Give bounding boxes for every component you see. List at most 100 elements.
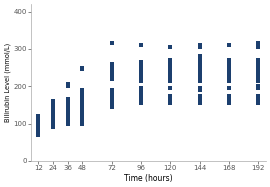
Point — [110, 105, 114, 108]
Point — [227, 73, 231, 76]
Point — [227, 61, 231, 64]
Point — [256, 64, 261, 67]
Point — [227, 102, 231, 105]
Point — [256, 46, 261, 49]
Point — [139, 94, 143, 97]
Point — [227, 87, 231, 90]
Point — [139, 66, 143, 69]
Point — [227, 98, 231, 101]
Point — [227, 77, 231, 80]
Point — [51, 103, 55, 106]
Point — [168, 64, 173, 67]
Point — [110, 92, 114, 95]
Point — [139, 102, 143, 105]
Point — [110, 62, 114, 65]
Point — [256, 59, 261, 62]
Point — [227, 59, 231, 62]
Point — [256, 87, 261, 90]
X-axis label: Time (hours): Time (hours) — [124, 174, 173, 183]
Point — [36, 122, 40, 125]
Point — [80, 117, 85, 119]
Point — [198, 75, 202, 78]
Point — [198, 44, 202, 47]
Point — [227, 44, 231, 47]
Point — [66, 100, 70, 103]
Point — [227, 75, 231, 78]
Point — [66, 85, 70, 88]
Point — [51, 113, 55, 116]
Point — [110, 66, 114, 69]
Point — [168, 79, 173, 82]
Point — [36, 130, 40, 133]
Point — [227, 62, 231, 65]
Point — [256, 70, 261, 73]
Point — [110, 88, 114, 91]
Point — [139, 100, 143, 103]
Point — [198, 70, 202, 73]
Point — [168, 66, 173, 69]
Point — [139, 68, 143, 71]
Point — [256, 100, 261, 103]
Point — [198, 62, 202, 65]
Point — [168, 87, 173, 90]
Point — [139, 70, 143, 73]
Point — [198, 72, 202, 75]
Point — [110, 100, 114, 103]
Point — [110, 68, 114, 71]
Point — [168, 102, 173, 105]
Point — [139, 72, 143, 75]
Point — [36, 117, 40, 119]
Point — [36, 126, 40, 129]
Point — [110, 77, 114, 80]
Point — [80, 120, 85, 123]
Point — [139, 90, 143, 93]
Point — [198, 55, 202, 58]
Point — [256, 85, 261, 88]
Point — [168, 94, 173, 97]
Point — [227, 94, 231, 97]
Point — [198, 66, 202, 69]
Point — [227, 100, 231, 103]
Point — [227, 72, 231, 75]
Point — [66, 107, 70, 110]
Point — [168, 70, 173, 73]
Point — [110, 64, 114, 67]
Point — [198, 64, 202, 67]
Point — [80, 88, 85, 91]
Point — [256, 96, 261, 99]
Point — [256, 94, 261, 97]
Point — [110, 72, 114, 75]
Point — [168, 77, 173, 80]
Point — [168, 62, 173, 65]
Point — [80, 107, 85, 110]
Point — [198, 100, 202, 103]
Point — [51, 124, 55, 127]
Point — [66, 115, 70, 118]
Point — [168, 46, 173, 49]
Point — [80, 103, 85, 106]
Point — [256, 42, 261, 45]
Point — [168, 59, 173, 62]
Point — [256, 75, 261, 78]
Point — [198, 77, 202, 80]
Point — [110, 70, 114, 73]
Point — [110, 96, 114, 99]
Point — [110, 102, 114, 105]
Point — [80, 111, 85, 114]
Point — [66, 83, 70, 86]
Point — [51, 102, 55, 105]
Point — [198, 87, 202, 90]
Point — [168, 96, 173, 99]
Point — [168, 100, 173, 103]
Point — [139, 64, 143, 67]
Point — [139, 98, 143, 101]
Point — [66, 103, 70, 106]
Point — [51, 117, 55, 119]
Point — [66, 105, 70, 108]
Point — [198, 68, 202, 71]
Point — [36, 120, 40, 123]
Point — [168, 72, 173, 75]
Point — [51, 109, 55, 112]
Point — [256, 77, 261, 80]
Point — [80, 105, 85, 108]
